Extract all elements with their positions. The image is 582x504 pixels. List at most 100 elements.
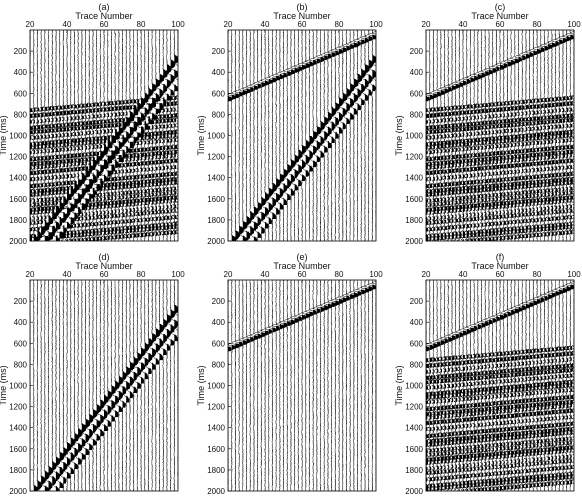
y-tick-label: 1000 xyxy=(9,132,27,141)
x-axis-label: Trace Number xyxy=(273,11,330,21)
y-tick-label: 1800 xyxy=(9,466,27,475)
x-axis-label: Trace Number xyxy=(273,261,330,271)
y-tick-label: 1000 xyxy=(207,382,225,391)
y-tick-label: 200 xyxy=(410,297,424,306)
y-tick-label: 600 xyxy=(410,339,424,348)
x-tick-label: 60 xyxy=(496,270,505,279)
y-tick-label: 600 xyxy=(212,89,226,98)
y-tick-label: 1800 xyxy=(207,466,225,475)
x-tick-label: 20 xyxy=(422,20,431,29)
y-tick-label: 200 xyxy=(14,297,28,306)
y-tick-label: 1600 xyxy=(405,445,423,454)
x-tick-label: 60 xyxy=(100,20,109,29)
x-tick-label: 40 xyxy=(261,20,270,29)
y-tick-label: 1000 xyxy=(207,132,225,141)
y-tick-label: 1000 xyxy=(405,382,423,391)
x-tick-label: 100 xyxy=(567,270,581,279)
x-tick-label: 40 xyxy=(63,270,72,279)
y-tick-label: 400 xyxy=(410,68,424,77)
wiggle-traces xyxy=(30,280,183,491)
y-tick-label: 800 xyxy=(14,360,28,369)
y-tick-label: 200 xyxy=(410,47,424,56)
y-axis-label: Time (ms) xyxy=(0,115,8,155)
x-tick-label: 40 xyxy=(261,270,270,279)
panel-d: 20 40 60 80 100 200 400 600 800 1000 1200 1400 1600 1… xyxy=(0,252,185,496)
y-tick-label: 1400 xyxy=(9,174,27,183)
x-tick-label: 60 xyxy=(298,270,307,279)
y-tick-label: 2000 xyxy=(405,487,423,496)
y-tick-label: 1200 xyxy=(405,153,423,162)
x-axis-label: Trace Number xyxy=(471,261,528,271)
y-tick-label: 1200 xyxy=(207,153,225,162)
y-axis-label: Time (ms) xyxy=(196,365,206,405)
y-tick-label: 200 xyxy=(14,47,28,56)
y-tick-label: 1000 xyxy=(405,132,423,141)
y-tick-label: 800 xyxy=(410,360,424,369)
y-tick-label: 600 xyxy=(410,89,424,98)
panel-b: 20 40 60 80 10020040060080010001200140016001… xyxy=(196,2,383,246)
x-axis-label: Trace Number xyxy=(75,11,132,21)
y-tick-label: 1200 xyxy=(9,153,27,162)
y-axis-label: Time (ms) xyxy=(394,365,404,405)
x-tick-label: 60 xyxy=(298,20,307,29)
y-tick-label: 1600 xyxy=(9,445,27,454)
y-tick-label: 200 xyxy=(212,47,226,56)
y-tick-label: 1400 xyxy=(9,424,27,433)
x-tick-label: 40 xyxy=(459,270,468,279)
x-tick-label: 60 xyxy=(496,20,505,29)
y-tick-label: 800 xyxy=(212,360,226,369)
y-tick-label: 2000 xyxy=(207,237,225,246)
x-tick-label: 20 xyxy=(422,270,431,279)
y-tick-label: 1400 xyxy=(405,424,423,433)
y-tick-label: 2000 xyxy=(207,487,225,496)
wiggle-traces xyxy=(422,30,578,241)
x-tick-label: 100 xyxy=(369,20,383,29)
y-tick-label: 1200 xyxy=(207,403,225,412)
y-tick-label: 1600 xyxy=(405,195,423,204)
y-axis-label: Time (ms) xyxy=(0,365,8,405)
y-tick-label: 1600 xyxy=(207,445,225,454)
y-tick-label: 400 xyxy=(14,68,28,77)
y-tick-label: 400 xyxy=(212,318,226,327)
y-tick-label: 1600 xyxy=(207,195,225,204)
panel-e: 20 40 60 80 100 200 400 600 800 1000 1200 1400 1600 1… xyxy=(196,252,383,496)
y-tick-label: 800 xyxy=(14,110,28,119)
x-tick-label: 100 xyxy=(171,270,185,279)
y-tick-label: 400 xyxy=(14,318,28,327)
y-tick-label: 400 xyxy=(410,318,424,327)
panel-c: 20 40 60 80 100 200 400 600 800 1000 1200 1400 1600 1… xyxy=(394,2,581,246)
x-tick-label: 20 xyxy=(26,20,35,29)
y-tick-label: 1400 xyxy=(405,174,423,183)
y-tick-label: 2000 xyxy=(405,237,423,246)
y-tick-label: 1600 xyxy=(9,195,27,204)
x-tick-label: 80 xyxy=(533,270,542,279)
y-axis-label: Time (ms) xyxy=(394,115,404,155)
x-tick-label: 40 xyxy=(459,20,468,29)
x-axis-label: Trace Number xyxy=(471,11,528,21)
x-tick-label: 20 xyxy=(224,20,233,29)
wiggle-traces xyxy=(422,280,578,491)
x-tick-label: 20 xyxy=(26,270,35,279)
x-tick-label: 80 xyxy=(137,270,146,279)
y-tick-label: 1800 xyxy=(9,216,27,225)
y-tick-label: 1800 xyxy=(405,216,423,225)
y-tick-label: 1400 xyxy=(207,424,225,433)
y-tick-label: 200 xyxy=(212,297,226,306)
y-tick-label: 800 xyxy=(410,110,424,119)
y-tick-label: 600 xyxy=(14,89,28,98)
y-tick-label: 1800 xyxy=(207,216,225,225)
x-tick-label: 100 xyxy=(369,270,383,279)
y-tick-label: 1000 xyxy=(9,382,27,391)
wiggle-traces xyxy=(26,30,183,241)
x-tick-label: 20 xyxy=(224,270,233,279)
y-tick-label: 1200 xyxy=(9,403,27,412)
panel-a: 20 40 60 80 100 200 400 600 800 1000 1200 1400 1600 1… xyxy=(0,2,185,246)
x-tick-label: 40 xyxy=(63,20,72,29)
x-tick-label: 60 xyxy=(100,270,109,279)
x-tick-label: 80 xyxy=(533,20,542,29)
x-axis-label: Trace Number xyxy=(75,261,132,271)
x-tick-label: 80 xyxy=(137,20,146,29)
y-tick-label: 1200 xyxy=(405,403,423,412)
y-tick-label: 1400 xyxy=(207,174,225,183)
